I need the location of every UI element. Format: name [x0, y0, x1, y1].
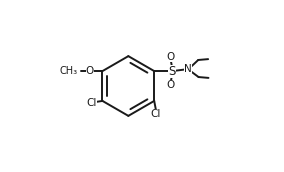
Text: O: O	[167, 52, 175, 62]
Text: O: O	[167, 80, 175, 90]
Text: N: N	[184, 64, 192, 74]
Text: O: O	[85, 66, 94, 76]
Text: CH₃: CH₃	[59, 66, 77, 76]
Text: Cl: Cl	[87, 98, 97, 108]
Text: S: S	[168, 64, 176, 78]
Text: Cl: Cl	[151, 109, 161, 119]
